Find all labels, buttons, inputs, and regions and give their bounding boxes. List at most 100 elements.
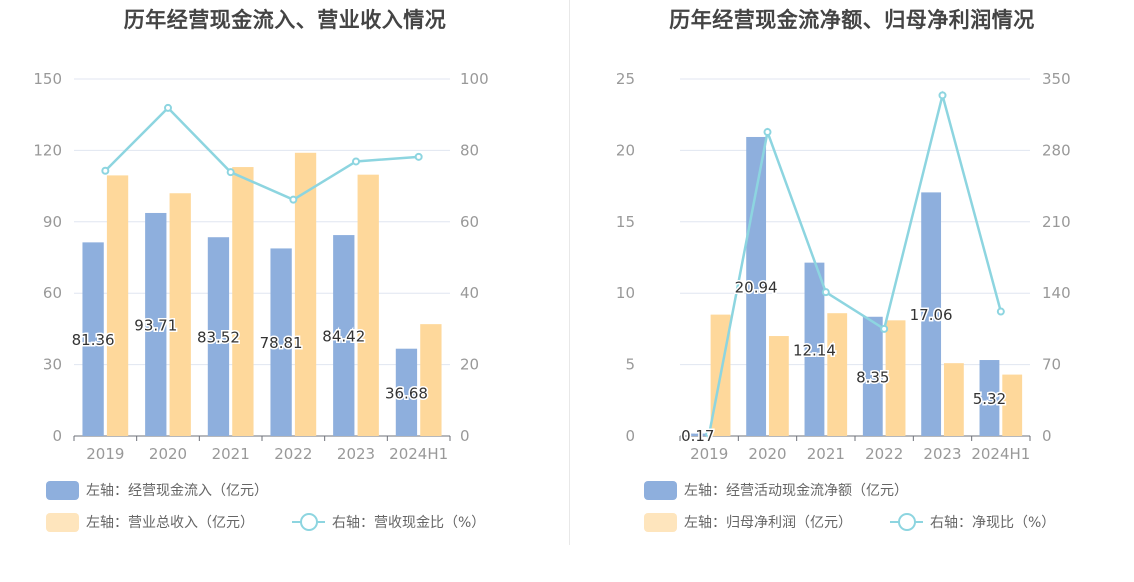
- line-point: [938, 91, 947, 100]
- bar-secondary: [943, 363, 964, 436]
- y-right-tick-label: 80: [460, 141, 479, 159]
- line-point: [289, 195, 298, 204]
- x-tick-label: 2021: [212, 445, 250, 463]
- y-right-tick-label: 40: [460, 284, 479, 302]
- bar-secondary: [294, 152, 317, 436]
- bar-primary: [979, 360, 1000, 436]
- bar-primary: [82, 242, 104, 436]
- y-left-tick-label: 30: [43, 356, 62, 374]
- data-label: 20.94: [735, 278, 778, 296]
- x-tick-label: 2022: [274, 445, 312, 463]
- series-line: [104, 106, 419, 202]
- chart-title: 历年经营现金流入、营业收入情况: [123, 8, 447, 32]
- chart-title: 历年经营现金流净额、归母净利润情况: [669, 8, 1035, 32]
- legend-swatch-bar-secondary: [46, 512, 79, 532]
- y-left-tick-label: 15: [616, 213, 635, 231]
- x-tick-label: 2024H1: [971, 445, 1030, 463]
- line-point: [705, 429, 714, 438]
- legend-swatch-bar-secondary: [644, 512, 677, 532]
- y-left-tick-label: 10: [616, 284, 635, 302]
- bar-secondary: [768, 336, 789, 436]
- legend-item[interactable]: 左轴：经营现金流入（亿元）: [46, 480, 268, 500]
- line-point: [352, 157, 360, 166]
- chart-plot: 0 5 10 15 20 25 0 70 140 210 280 350 2019 2020 2021 202…: [616, 70, 1071, 463]
- chart-panel-right: 历年经营现金流净额、归母净利润情况 0 5 10 15 20 25 0 70 140 210 280…: [570, 0, 1134, 545]
- x-tick-label: 2023: [923, 445, 961, 463]
- bar-primary: [270, 248, 292, 436]
- panel-divider: [569, 0, 570, 545]
- y-right-tick-label: 350: [1042, 70, 1071, 88]
- line-point: [414, 152, 423, 161]
- bar-primary: [333, 235, 355, 436]
- x-tick-label: 2020: [149, 445, 187, 463]
- line-point: [763, 128, 772, 137]
- y-right-tick-label: 0: [1042, 427, 1052, 445]
- x-tick-label: 2019: [86, 445, 124, 463]
- x-tick-label: 2022: [865, 445, 903, 463]
- y-right-tick-label: 0: [460, 427, 470, 445]
- data-label: 36.68: [385, 384, 428, 402]
- data-label: 0.17: [681, 427, 714, 445]
- y-right-tick-label: 100: [460, 70, 489, 88]
- line-point: [164, 103, 172, 112]
- chart-plot: 0 30 60 90 120 150 0 20 40 60 80 100 2019 2020 2021 202…: [33, 70, 489, 463]
- bar-secondary: [232, 167, 254, 436]
- y-left-tick-label: 90: [43, 213, 62, 231]
- y-right-tick-label: 280: [1042, 141, 1071, 159]
- legend-item[interactable]: 左轴：营业总收入（亿元）: [46, 512, 254, 532]
- line-point: [101, 166, 110, 175]
- bar-primary: [921, 192, 942, 436]
- data-label: 78.81: [260, 334, 303, 352]
- x-tick-label: 2020: [748, 445, 786, 463]
- data-label: 81.36: [72, 331, 115, 349]
- bar-primary: [395, 348, 418, 436]
- legend-label: 左轴：经营现金流入（亿元）: [86, 483, 268, 499]
- bar-primary: [145, 212, 167, 436]
- y-left-tick-label: 60: [43, 284, 62, 302]
- x-tick-label: 2024H1: [389, 445, 448, 463]
- series-line: [707, 90, 1003, 435]
- line-point: [821, 288, 830, 297]
- data-label: 17.06: [910, 306, 953, 324]
- bar-secondary: [885, 320, 906, 436]
- legend-item[interactable]: 右轴：净现比（%）: [890, 512, 1055, 532]
- y-right-tick-label: 20: [460, 356, 479, 374]
- y-left-tick-label: 150: [33, 70, 62, 88]
- bar-secondary: [357, 174, 379, 436]
- y-right-tick-label: 210: [1042, 213, 1071, 231]
- legend-swatch-bar-primary: [644, 480, 677, 500]
- chart-panel-left: 历年经营现金流入、营业收入情况 0 30 60 90 120 150 0 20 40 60 80 10…: [0, 0, 570, 545]
- legend-label: 左轴：营业总收入（亿元）: [86, 515, 254, 531]
- legend-item[interactable]: 左轴：归母净利润（亿元）: [644, 512, 852, 532]
- bar-primary: [804, 262, 825, 436]
- legend-label: 左轴：经营活动现金流净额（亿元）: [684, 483, 908, 499]
- bar-secondary: [106, 175, 129, 436]
- legend-item[interactable]: 右轴：营收现金比（%）: [292, 512, 485, 532]
- y-left-tick-label: 120: [33, 141, 62, 159]
- bar-primary: [687, 433, 708, 436]
- y-left-tick-label: 0: [52, 427, 62, 445]
- legend-label: 右轴：营收现金比（%）: [332, 515, 486, 531]
- data-label: 83.52: [197, 329, 240, 347]
- line-point: [880, 324, 889, 333]
- data-label: 12.14: [793, 341, 836, 359]
- y-left-tick-label: 5: [625, 356, 635, 374]
- data-label: 5.32: [973, 390, 1006, 408]
- legend-swatch-bar-primary: [46, 480, 79, 500]
- legend-item[interactable]: 左轴：经营活动现金流净额（亿元）: [644, 480, 908, 500]
- y-left-tick-label: 25: [616, 70, 635, 88]
- bar-primary: [207, 237, 230, 436]
- data-label: 93.71: [134, 316, 177, 334]
- line-point: [996, 307, 1005, 316]
- y-right-tick-label: 70: [1042, 356, 1061, 374]
- legend-label: 右轴：净现比（%）: [930, 515, 1056, 531]
- bar-secondary: [169, 193, 191, 436]
- x-tick-label: 2019: [690, 445, 728, 463]
- legend-label: 左轴：归母净利润（亿元）: [684, 515, 852, 531]
- bar-secondary: [1002, 374, 1023, 436]
- bar-primary: [862, 316, 883, 436]
- y-left-tick-label: 20: [616, 141, 635, 159]
- bar-secondary: [827, 313, 848, 436]
- data-label: 84.42: [322, 328, 365, 346]
- data-label: 8.35: [856, 368, 889, 386]
